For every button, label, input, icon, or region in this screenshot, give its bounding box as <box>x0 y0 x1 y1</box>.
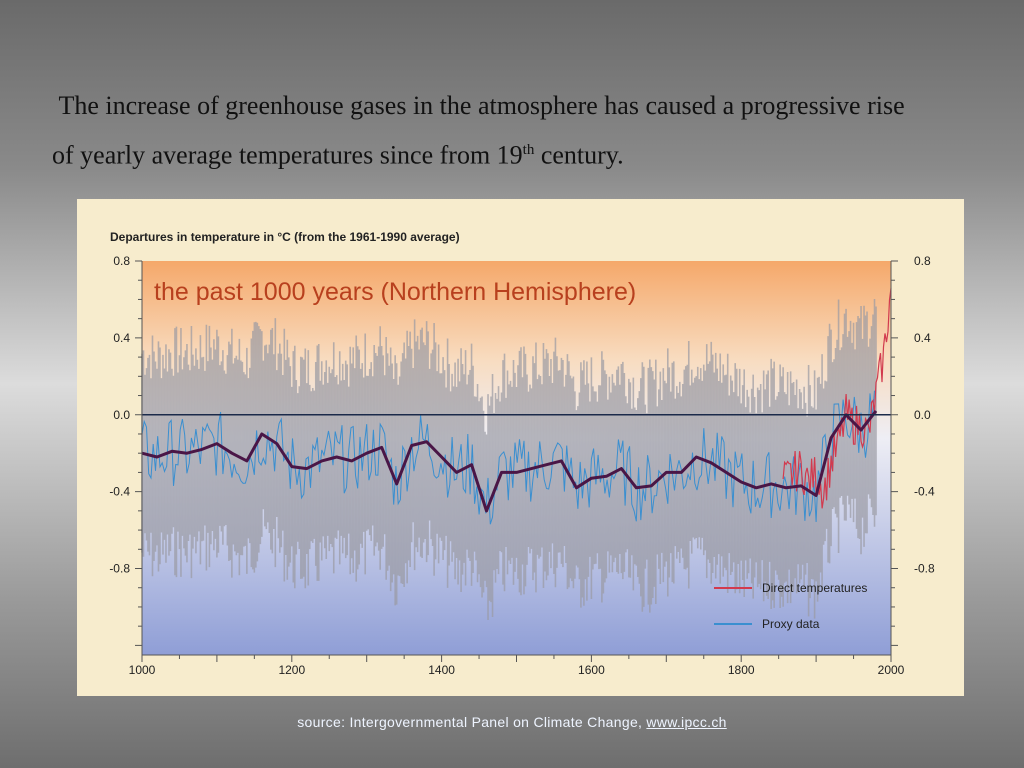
heading-line-1: The increase of greenhouse gases in the … <box>52 84 992 128</box>
right-y-tick-label: 0.0 <box>914 408 931 422</box>
heading-line-1-text: The increase of greenhouse gases in the … <box>58 91 905 120</box>
left-y-tick-label: -0.4 <box>109 485 130 499</box>
left-y-tick-label: 0.0 <box>113 408 130 422</box>
chart-panel: Departures in temperature in °C (from th… <box>77 199 964 696</box>
right-y-tick-label: -0.4 <box>914 485 935 499</box>
left-y-tick-label: 0.8 <box>113 254 130 268</box>
x-tick-label: 1600 <box>578 663 605 677</box>
slide-heading: The increase of greenhouse gases in the … <box>52 84 992 178</box>
right-y-tick-label: -0.8 <box>914 562 935 576</box>
axes: 0.8 0.8 0.4 0.4 0.0 0.0 -0.4 -0.4 -0.8 -0.8 1000 12… <box>109 254 935 677</box>
right-y-tick-label: 0.8 <box>914 254 931 268</box>
chart-header: Departures in temperature in °C (from th… <box>110 230 460 244</box>
x-tick-label: 2000 <box>878 663 905 677</box>
source-text: source: Intergovernmental Panel on Clima… <box>297 714 647 730</box>
source-link[interactable]: www.ipcc.ch <box>646 714 727 730</box>
legend: Direct temperatures Proxy data <box>714 581 867 631</box>
source-credit: source: Intergovernmental Panel on Clima… <box>0 714 1024 730</box>
heading-line-2-text: of yearly average temperatures since fro… <box>52 140 523 170</box>
x-tick-label: 1400 <box>428 663 455 677</box>
chart-title: the past 1000 years (Northern Hemisphere… <box>154 278 636 306</box>
proxy-data-line <box>141 390 875 525</box>
direct-temperatures-series <box>782 288 892 509</box>
left-y-tick-label: 0.4 <box>113 331 130 345</box>
smoothed-average-series <box>141 409 878 513</box>
x-tick-label: 1200 <box>278 663 305 677</box>
left-y-tick-label: -0.8 <box>109 562 130 576</box>
heading-superscript: th <box>522 142 535 158</box>
x-tick-label: 1000 <box>129 663 156 677</box>
legend-direct-label: Direct temperatures <box>762 581 867 595</box>
x-tick-label: 1800 <box>728 663 755 677</box>
proxy-data-series <box>141 390 875 525</box>
smoothed-curve <box>141 409 878 513</box>
heading-line-2-end: century. <box>534 140 624 170</box>
direct-temperatures-line <box>782 288 892 509</box>
temperature-chart: Departures in temperature in °C (from th… <box>109 230 935 677</box>
right-y-tick-label: 0.4 <box>914 331 931 345</box>
heading-line-2: of yearly average temperatures since fro… <box>52 128 992 178</box>
legend-proxy-label: Proxy data <box>762 617 820 631</box>
